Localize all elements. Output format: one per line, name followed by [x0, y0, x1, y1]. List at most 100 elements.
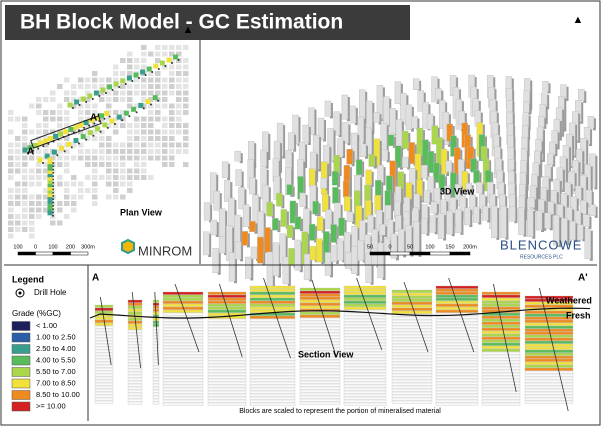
- block-side: [277, 220, 281, 233]
- block-side: [463, 113, 467, 127]
- legend-swatch: [11, 390, 31, 400]
- block: [47, 203, 53, 209]
- block: [94, 367, 114, 371]
- block-side: [568, 147, 572, 174]
- block: [47, 167, 53, 173]
- block: [22, 201, 28, 206]
- block-side: [318, 137, 322, 172]
- block-side: [246, 233, 250, 248]
- block: [99, 77, 105, 83]
- block: [577, 224, 584, 240]
- block: [435, 369, 479, 373]
- block: [47, 200, 53, 206]
- block: [113, 77, 119, 83]
- block: [330, 245, 338, 263]
- block: [64, 168, 70, 174]
- block: [324, 100, 332, 117]
- block-side: [330, 254, 334, 278]
- block: [391, 340, 433, 344]
- block: [435, 387, 479, 391]
- drill-hole: [78, 104, 81, 106]
- block: [32, 142, 38, 148]
- block: [524, 373, 574, 377]
- block-side: [248, 206, 252, 229]
- block-side: [265, 151, 269, 169]
- block: [134, 142, 140, 148]
- block: [155, 77, 161, 83]
- block: [127, 389, 143, 393]
- scale-bar: [17, 251, 36, 256]
- block: [106, 77, 112, 83]
- block-side: [389, 240, 393, 256]
- drill-hole: [111, 89, 114, 91]
- block: [507, 135, 514, 150]
- block-side: [573, 173, 577, 192]
- block: [207, 375, 247, 379]
- block: [343, 315, 387, 319]
- block: [435, 363, 479, 367]
- block: [435, 306, 479, 310]
- block: [155, 58, 161, 63]
- block-side: [514, 208, 518, 224]
- block: [152, 326, 160, 330]
- block: [435, 330, 479, 334]
- block-side: [580, 187, 584, 207]
- block: [120, 181, 126, 187]
- block: [391, 370, 433, 374]
- block: [299, 311, 341, 315]
- drill-hole: [85, 101, 88, 103]
- block-side: [299, 218, 303, 232]
- block: [106, 162, 112, 167]
- legend-label: >= 10.00: [36, 401, 66, 410]
- block: [422, 139, 429, 166]
- block: [435, 399, 479, 403]
- block-side: [338, 157, 342, 176]
- block: [299, 350, 341, 354]
- block-side: [352, 213, 356, 224]
- block: [435, 375, 479, 379]
- block: [207, 396, 247, 400]
- block-side: [328, 233, 332, 266]
- block: [316, 238, 323, 263]
- block: [286, 224, 294, 239]
- block: [473, 206, 480, 223]
- block: [120, 90, 126, 96]
- block: [8, 220, 14, 226]
- block: [524, 343, 574, 347]
- block: [249, 357, 296, 361]
- block-side: [382, 167, 386, 186]
- block: [47, 177, 53, 183]
- block: [435, 333, 479, 337]
- block: [113, 116, 119, 122]
- drill-hole: [42, 162, 44, 164]
- block: [106, 142, 112, 148]
- block: [183, 103, 189, 109]
- block: [162, 149, 168, 154]
- drill-hole: [135, 111, 138, 114]
- block-side: [503, 184, 507, 201]
- block: [64, 77, 70, 83]
- block: [207, 321, 247, 325]
- block-side: [549, 166, 553, 182]
- block-side: [590, 192, 594, 210]
- block: [85, 155, 91, 161]
- block: [343, 360, 387, 364]
- block: [481, 402, 521, 406]
- block-side: [426, 206, 430, 224]
- block: [435, 336, 479, 340]
- block: [22, 116, 28, 122]
- block: [113, 123, 119, 128]
- block: [87, 130, 93, 136]
- block-side: [528, 103, 532, 115]
- block-side: [354, 107, 358, 126]
- block: [435, 318, 479, 322]
- block-side: [501, 172, 505, 191]
- block: [276, 192, 283, 207]
- block: [127, 359, 143, 363]
- block-side: [408, 199, 412, 223]
- block-side: [440, 90, 444, 102]
- block: [162, 348, 204, 352]
- block: [120, 149, 126, 154]
- block: [481, 294, 521, 298]
- block: [176, 90, 182, 96]
